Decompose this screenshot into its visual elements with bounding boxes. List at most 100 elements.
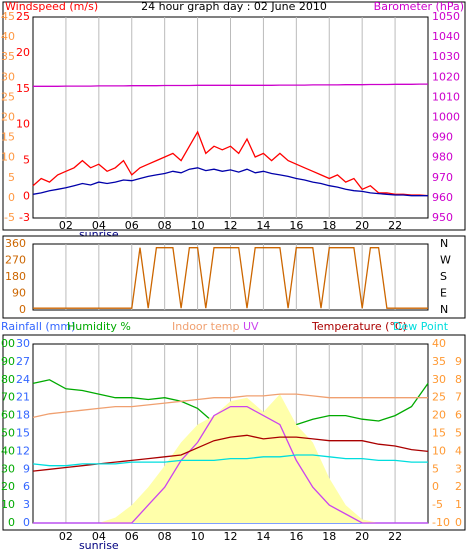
y-tick-label: 15 (432, 427, 446, 440)
y-tick-label: 0 (8, 191, 15, 204)
y-tick-label: 980 (432, 151, 453, 164)
x-tick-label: 14 (256, 530, 270, 543)
line (33, 247, 428, 309)
y-tick-label: 0 (19, 303, 26, 316)
y-tick-label: 40 (1, 30, 15, 43)
y-tick-label: 25 (432, 391, 446, 404)
y-tick-label: N (440, 237, 448, 250)
y-tick-label: W (440, 254, 451, 267)
x-tick-label: 10 (191, 530, 205, 543)
line (33, 405, 428, 524)
y-tick-label: 6 (455, 409, 462, 422)
x-tick-label: 22 (388, 530, 402, 543)
y-tick-label: 1010 (432, 90, 460, 103)
y-tick-label: 80 (1, 373, 15, 386)
y-tick-label: 10 (1, 498, 15, 511)
annotation: sunrise (79, 539, 119, 552)
y-tick-label: 30 (1, 462, 15, 475)
y-tick-label: 30 (16, 337, 30, 350)
y-tick-label: 9 (455, 355, 462, 368)
y-tick-label: 3 (455, 462, 462, 475)
x-tick-label: 20 (355, 219, 369, 232)
y-tick-label: 15 (16, 427, 30, 440)
y-tick-label: 1050 (432, 10, 460, 23)
legend-entry: Rainfall (mm) (1, 320, 75, 333)
y-tick-label: 1040 (432, 30, 460, 43)
x-tick-label: 06 (125, 530, 139, 543)
x-tick-label: 04 (92, 530, 106, 543)
x-tick-label: 06 (125, 219, 139, 232)
y-tick-label: 180 (5, 270, 26, 283)
y-tick-label: 0 (23, 516, 30, 529)
y-tick-label: 10 (432, 444, 446, 457)
y-tick-label: 0 (23, 189, 30, 202)
legend-entry: Barometer (hPa) (374, 0, 464, 13)
x-tick-label: 08 (158, 219, 172, 232)
y-tick-label: 35 (432, 355, 446, 368)
y-tick-label: 21 (16, 391, 30, 404)
y-tick-label: -10 (432, 516, 450, 529)
y-tick-label: 20 (1, 480, 15, 493)
y-tick-label: 0 (432, 480, 439, 493)
y-tick-label: 18 (16, 409, 30, 422)
x-tick-label: 04 (92, 219, 106, 232)
y-tick-label: 8 (455, 373, 462, 386)
y-tick-label: 45 (1, 10, 15, 23)
line (32, 393, 428, 419)
y-tick-label: 90 (1, 355, 15, 368)
y-tick-label: 3 (23, 498, 30, 511)
y-tick-label: 24 (16, 373, 30, 386)
y-tick-label: 10 (16, 118, 30, 131)
y-tick-label: 35 (1, 50, 15, 63)
x-tick-label: 12 (224, 530, 238, 543)
legend-entry: Humidity % (67, 320, 131, 333)
y-tick-label: 1000 (432, 111, 460, 124)
line (32, 130, 429, 197)
y-tick-label: 970 (432, 171, 453, 184)
x-tick-label: 18 (322, 219, 336, 232)
y-tick-label: 30 (432, 373, 446, 386)
x-tick-label: 16 (289, 530, 303, 543)
x-tick-label: 02 (59, 219, 73, 232)
y-tick-label: 15 (1, 131, 15, 144)
y-tick-label: 1 (455, 498, 462, 511)
y-tick-label: 20 (1, 111, 15, 124)
y-tick-label: 0 (8, 516, 15, 529)
y-tick-label: 15 (16, 82, 30, 95)
y-tick-label: -5 (4, 211, 15, 224)
y-tick-label: 5 (455, 427, 462, 440)
y-tick-label: 7 (455, 391, 462, 404)
x-tick-label: 18 (322, 530, 336, 543)
panel-frame (2, 1, 466, 231)
line (32, 167, 428, 197)
y-tick-label: 0 (455, 516, 462, 529)
y-tick-label: 25 (16, 10, 30, 23)
x-tick-label: 16 (289, 219, 303, 232)
x-tick-label: 20 (355, 530, 369, 543)
legend-entry: Windspeed (m/s) (5, 0, 98, 13)
y-tick-label: 270 (5, 254, 26, 267)
y-tick-label: 60 (1, 409, 15, 422)
y-tick-label: 360 (5, 237, 26, 250)
x-tick-label: 10 (191, 219, 205, 232)
y-tick-label: E (440, 287, 447, 300)
y-tick-label: 1030 (432, 50, 460, 63)
y-tick-label: 12 (16, 444, 30, 457)
y-tick-label: S (440, 270, 447, 283)
y-tick-label: 990 (432, 131, 453, 144)
y-tick-label: 10 (1, 151, 15, 164)
y-tick-label: -5 (432, 498, 443, 511)
y-tick-label: 30 (1, 70, 15, 83)
y-tick-label: -3 (19, 211, 30, 224)
y-tick-label: 1020 (432, 70, 460, 83)
x-tick-label: 02 (59, 530, 73, 543)
y-tick-label: 2 (455, 480, 462, 493)
y-tick-label: 20 (432, 409, 446, 422)
y-tick-label: 5 (8, 171, 15, 184)
y-tick-label: 6 (23, 480, 30, 493)
x-tick-label: 12 (224, 219, 238, 232)
y-tick-label: 50 (1, 427, 15, 440)
y-tick-label: 950 (432, 211, 453, 224)
y-tick-label: 5 (23, 154, 30, 167)
